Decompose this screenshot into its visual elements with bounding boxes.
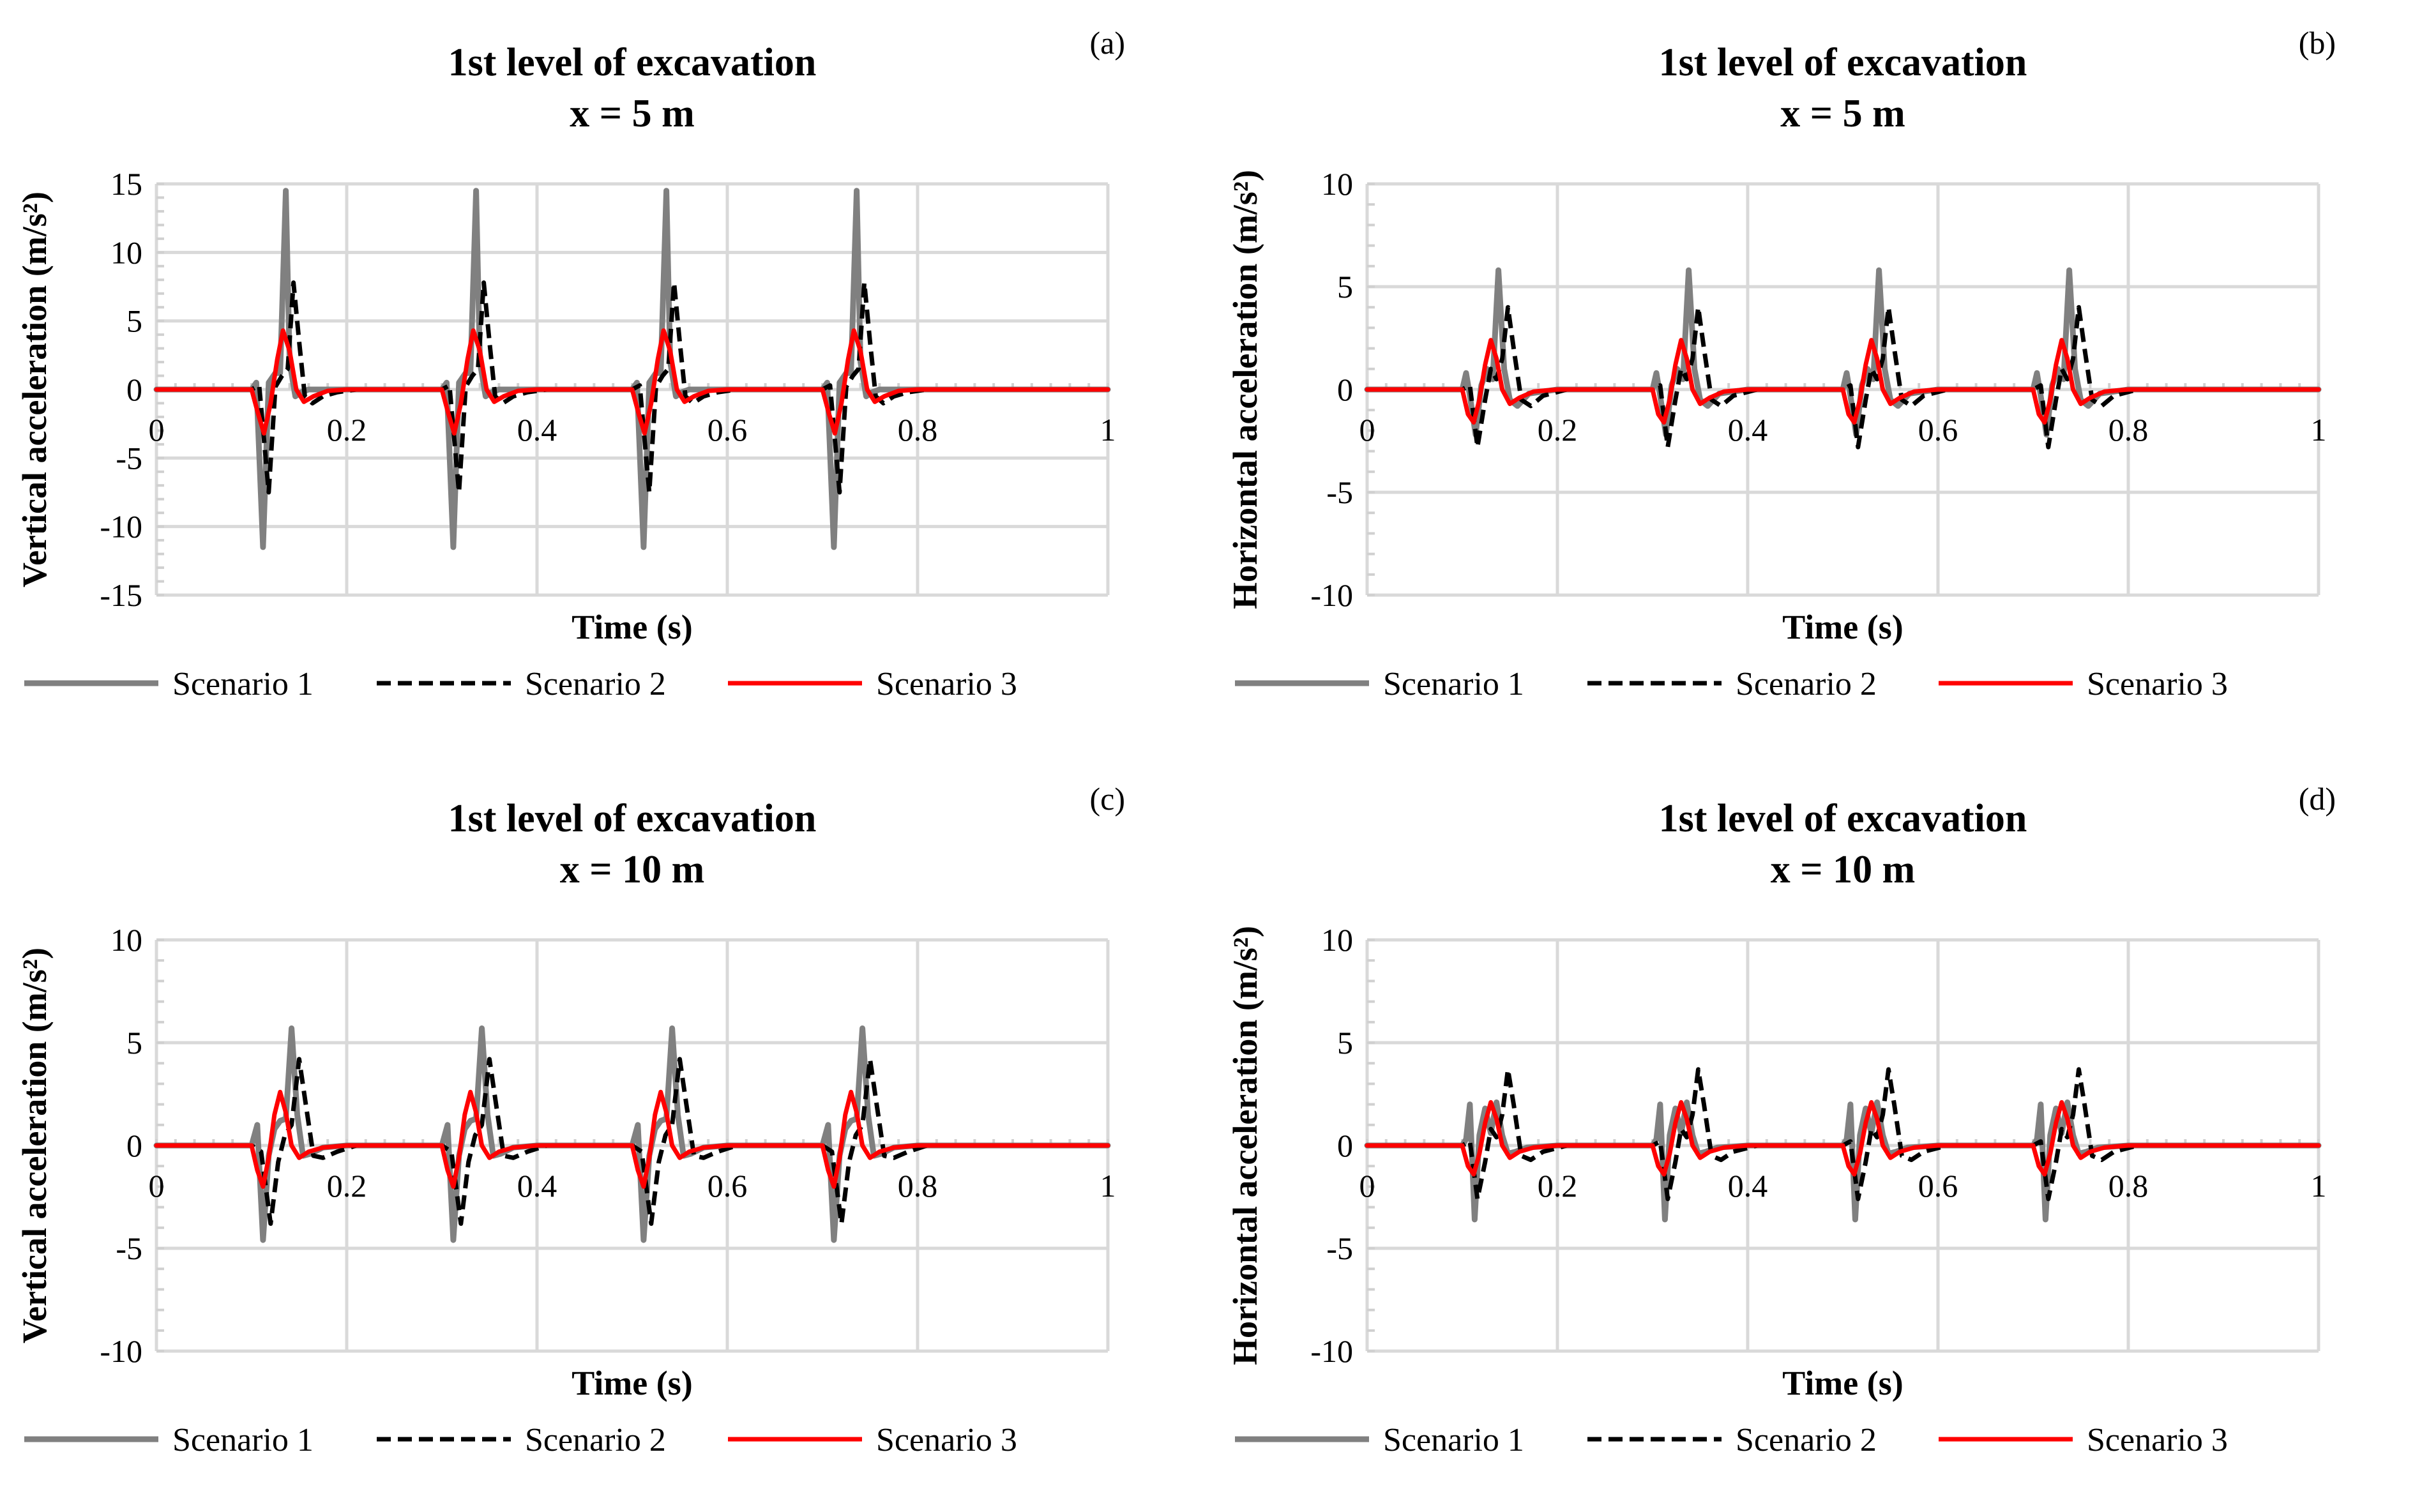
y-tick-label: -10: [100, 509, 142, 545]
legend-label: Scenario 2: [1736, 666, 1877, 702]
x-axis-title: Time (s): [571, 1364, 692, 1402]
y-tick-label: -10: [1310, 1333, 1353, 1369]
panel-label: (d): [2299, 781, 2336, 817]
legend-label: Scenario 2: [1736, 1422, 1877, 1458]
y-tick-label: 0: [1337, 1128, 1353, 1163]
legend-label: Scenario 2: [525, 1422, 666, 1458]
legend-label: Scenario 1: [1383, 666, 1524, 702]
chart-panel-b: -10 -5 0 5 10 0 0.2 0.4 0.6 0.8 1 1st level of exca…: [1211, 0, 2421, 756]
y-axis-title: Horizontal acceleration (m/s²): [1226, 170, 1264, 609]
chart-title: 1st level of excavation: [448, 41, 817, 84]
chart-title: 1st level of excavation: [1659, 41, 2027, 84]
legend-label: Scenario 1: [172, 666, 314, 702]
y-tick-label: 10: [110, 922, 142, 958]
x-tick-label: 1: [1100, 412, 1116, 448]
chart-subtitle: x = 10 m: [1771, 848, 1915, 891]
legend-label: Scenario 3: [2087, 1422, 2228, 1458]
y-tick-label: -10: [100, 1333, 142, 1369]
y-axis-title: Horizontal acceleration (m/s²): [1226, 926, 1264, 1365]
x-tick-label: 1: [1100, 1168, 1116, 1204]
x-tick-label: 0: [1359, 412, 1375, 448]
x-axis-title: Time (s): [1782, 1364, 1903, 1402]
chart-panel-a: -15 -10 -5 0 5 10 15 0 0.2 0.4 0.6 0.8 1 1st level of…: [0, 0, 1211, 756]
y-axis-title: Vertical acceleration (m/s²): [15, 192, 54, 587]
x-tick-label: 0.4: [517, 1168, 557, 1204]
x-tick-label: 0: [1359, 1168, 1375, 1204]
panel-label: (a): [1090, 25, 1126, 61]
x-tick-label: 0.4: [1728, 1168, 1768, 1204]
x-tick-label: 0.2: [1538, 1168, 1578, 1204]
x-tick-label: 0.8: [2108, 1168, 2149, 1204]
x-tick-label: 0.8: [2108, 412, 2149, 448]
x-axis-title: Time (s): [571, 608, 692, 646]
x-tick-label: 0.4: [1728, 412, 1768, 448]
x-tick-label: 0.6: [708, 1168, 748, 1204]
x-tick-label: 0.4: [517, 412, 557, 448]
chart-subtitle: x = 5 m: [570, 92, 694, 135]
y-tick-label: 5: [1337, 269, 1353, 305]
legend-label: Scenario 2: [525, 666, 666, 702]
y-tick-label: -5: [1326, 1230, 1353, 1266]
series-line-scenario-3: [1365, 1100, 2321, 1177]
y-tick-label: -5: [1326, 474, 1353, 510]
series-line-scenario-2: [1367, 1067, 2319, 1202]
y-tick-label: -10: [1310, 577, 1353, 613]
series-line-scenario-1: [1364, 267, 2322, 438]
y-tick-label: 0: [126, 1128, 142, 1163]
panel-label: (c): [1090, 781, 1126, 817]
x-tick-label: 1: [2311, 412, 2327, 448]
y-tick-label: 10: [1321, 922, 1353, 958]
x-axis-title: Time (s): [1782, 608, 1903, 646]
legend-label: Scenario 1: [1383, 1422, 1524, 1458]
chart-subtitle: x = 5 m: [1780, 92, 1905, 135]
chart-title: 1st level of excavation: [1659, 797, 2027, 840]
x-tick-label: 0.2: [327, 412, 367, 448]
x-tick-label: 0.8: [898, 412, 938, 448]
y-tick-label: 5: [126, 303, 142, 339]
y-tick-label: -5: [116, 440, 142, 476]
y-tick-label: 10: [110, 234, 142, 270]
legend-label: Scenario 3: [876, 1422, 1017, 1458]
x-tick-label: 0.2: [327, 1168, 367, 1204]
y-axis-title: Vertical acceleration (m/s²): [15, 948, 54, 1343]
legend-label: Scenario 3: [2087, 666, 2228, 702]
chart-panel-c: -10 -5 0 5 10 0 0.2 0.4 0.6 0.8 1 1st level of exca…: [0, 756, 1211, 1512]
x-tick-label: 0.2: [1538, 412, 1578, 448]
y-tick-label: 0: [126, 372, 142, 407]
x-tick-label: 0: [149, 1168, 165, 1204]
chart-subtitle: x = 10 m: [560, 848, 704, 891]
chart-panel-d: -10 -5 0 5 10 0 0.2 0.4 0.6 0.8 1 1st level of exca…: [1211, 756, 2421, 1512]
y-tick-label: 0: [1337, 372, 1353, 407]
series-line-scenario-3: [1365, 338, 2321, 425]
y-tick-label: 5: [1337, 1025, 1353, 1061]
x-tick-label: 0.6: [708, 412, 748, 448]
y-tick-label: 5: [126, 1025, 142, 1061]
series-line-scenario-1: [153, 188, 1111, 550]
chart-title: 1st level of excavation: [448, 797, 817, 840]
y-tick-label: -15: [100, 577, 142, 613]
x-tick-label: 0.6: [1918, 1168, 1958, 1204]
series-line-scenario-3: [154, 328, 1110, 436]
panel-label: (b): [2299, 25, 2336, 61]
x-tick-label: 0: [149, 412, 165, 448]
x-tick-label: 1: [2311, 1168, 2327, 1204]
series-line-scenario-2: [1367, 305, 2319, 450]
x-tick-label: 0.6: [1918, 412, 1958, 448]
series-line-scenario-1: [1364, 1099, 2322, 1223]
legend-label: Scenario 1: [172, 1422, 314, 1458]
y-tick-label: 10: [1321, 166, 1353, 202]
x-tick-label: 0.8: [898, 1168, 938, 1204]
series-line-scenario-3: [154, 1089, 1110, 1189]
y-tick-label: 15: [110, 166, 142, 202]
y-tick-label: -5: [116, 1230, 142, 1266]
legend-label: Scenario 3: [876, 666, 1017, 702]
